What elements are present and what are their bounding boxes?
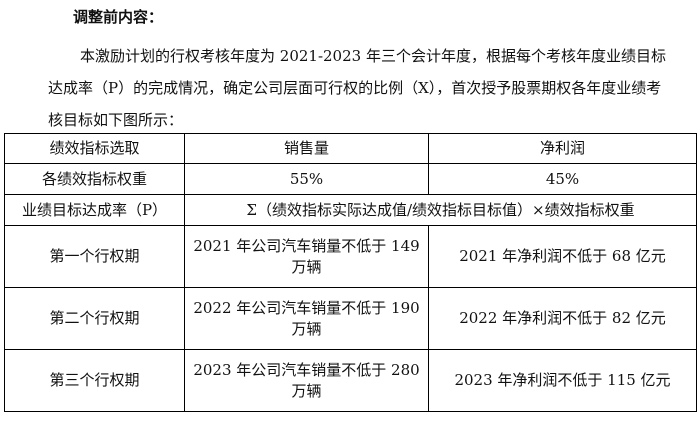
table-cell: 各绩效指标权重 — [4, 163, 185, 195]
table-cell: 第一个行权期 — [4, 225, 185, 288]
table-cell: 2021 年净利润不低于 68 亿元 — [428, 225, 697, 288]
table-cell: 2022 年净利润不低于 82 亿元 — [428, 287, 697, 350]
table-header-row: 绩效指标选取 销售量 净利润 — [4, 133, 697, 164]
table-cell: 业绩目标达成率（P） — [4, 194, 185, 226]
table-cell: 绩效指标选取 — [4, 133, 185, 164]
table-row: 各绩效指标权重 55% 45% — [4, 163, 697, 195]
table-row: 第三个行权期 2023 年公司汽车销量不低于 280 万辆 2023 年净利润不… — [4, 349, 697, 412]
table-cell: 第二个行权期 — [4, 287, 185, 350]
table-row: 第一个行权期 2021 年公司汽车销量不低于 149 万辆 2021 年净利润不… — [4, 225, 697, 288]
table-cell: 2022 年公司汽车销量不低于 190 万辆 — [184, 287, 429, 350]
table-cell: 销售量 — [184, 133, 429, 164]
performance-target-table: 绩效指标选取 销售量 净利润 各绩效指标权重 55% 45% 业绩目标达成率（P… — [4, 133, 697, 412]
body-paragraph: 本激励计划的行权考核年度为 2021-2023 年三个会计年度，根据每个考核年度… — [48, 47, 666, 129]
table-row: 第二个行权期 2022 年公司汽车销量不低于 190 万辆 2022 年净利润不… — [4, 287, 697, 350]
table-cell: 2021 年公司汽车销量不低于 149 万辆 — [184, 225, 429, 288]
table-cell: 45% — [428, 163, 697, 195]
section-heading: 调整前内容： — [73, 8, 164, 26]
table-cell: 第三个行权期 — [4, 349, 185, 412]
table-cell: 净利润 — [428, 133, 697, 164]
table-cell: Σ（绩效指标实际达成值/绩效指标目标值）×绩效指标权重 — [184, 194, 697, 226]
table-cell: 55% — [184, 163, 429, 195]
table-cell: 2023 年净利润不低于 115 亿元 — [428, 349, 697, 412]
table-cell: 2023 年公司汽车销量不低于 280 万辆 — [184, 349, 429, 412]
table-row: 业绩目标达成率（P） Σ（绩效指标实际达成值/绩效指标目标值）×绩效指标权重 — [4, 194, 697, 226]
